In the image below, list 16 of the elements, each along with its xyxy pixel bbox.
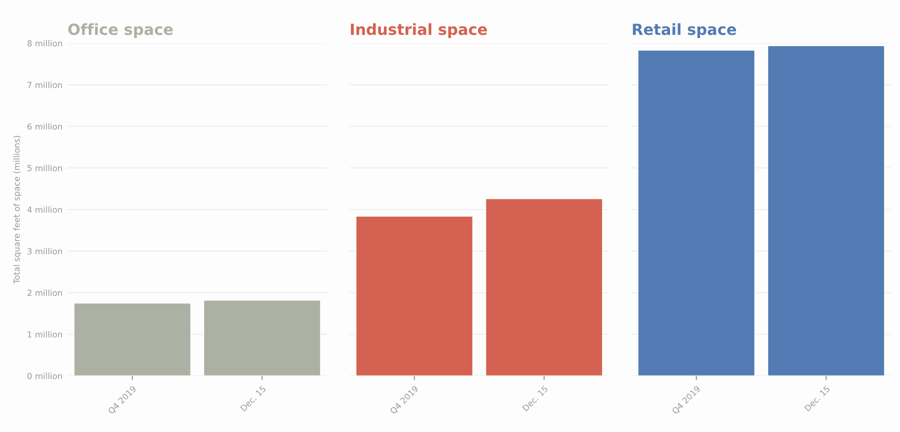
y-tick-label: 6 million <box>28 123 62 130</box>
y-tick-label: 1 million <box>28 331 62 338</box>
y-tick-label: 4 million <box>27 206 62 213</box>
y-tick-label: 2 million <box>28 290 62 296</box>
chart-title: Retail space <box>632 23 736 38</box>
chart-title: Office space <box>68 23 173 38</box>
x-tick-label: Dec. 15 <box>804 386 830 412</box>
y-axis-title: Total square feet of space (millions) <box>13 136 22 284</box>
y-tick-label: 5 million <box>28 164 62 172</box>
x-tick-label: Dec. 15 <box>240 386 266 412</box>
x-tick-label: Dec. 15 <box>522 386 548 412</box>
y-tick-label: 8 million <box>27 40 62 46</box>
y-tick-label: 3 million <box>28 248 62 254</box>
chart-title: Industrial space <box>350 23 487 38</box>
y-tick-label: 7 million <box>28 82 62 88</box>
y-tick-label: 0 million <box>27 372 62 380</box>
